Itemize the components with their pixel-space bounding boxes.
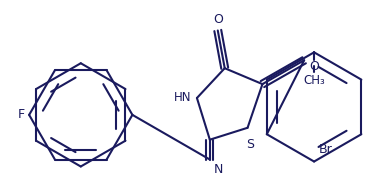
Text: O: O [309,60,319,73]
Text: N: N [214,163,223,176]
Text: CH₃: CH₃ [303,74,325,87]
Text: O: O [213,13,223,26]
Text: HN: HN [174,92,191,105]
Text: Br: Br [319,143,333,156]
Text: S: S [246,138,255,151]
Text: F: F [18,108,25,121]
